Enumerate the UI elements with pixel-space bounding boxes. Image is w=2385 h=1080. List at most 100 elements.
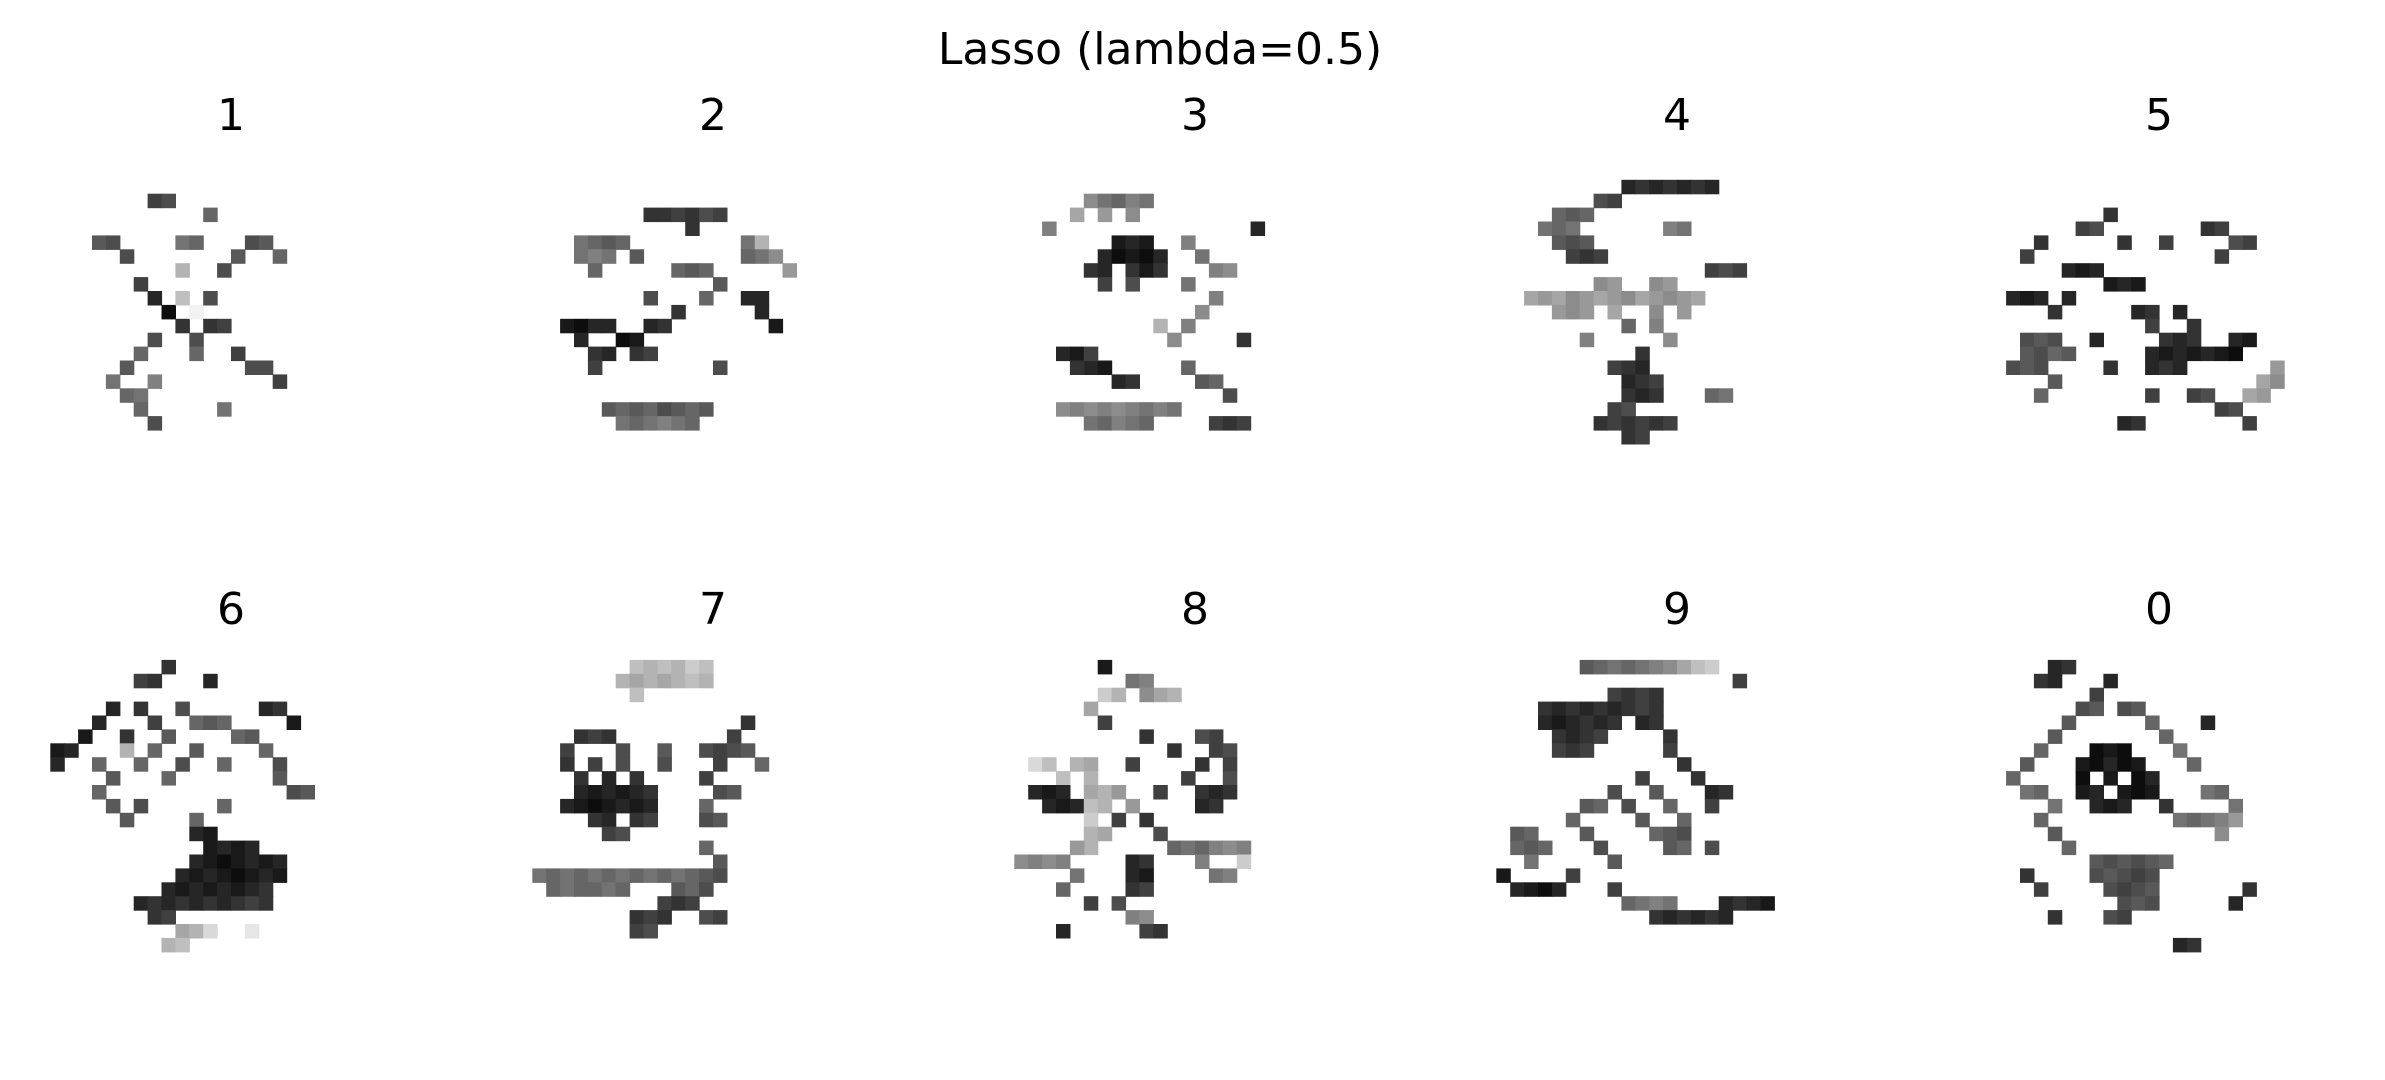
weight-pixel	[2020, 332, 2035, 348]
weight-pixel	[2131, 854, 2146, 869]
weight-pixel	[258, 701, 274, 717]
panel-title: 6	[217, 584, 245, 635]
weight-pixel	[1593, 291, 1609, 306]
weight-pixel	[1663, 729, 1678, 744]
weight-pixel	[1649, 416, 1664, 431]
weight-pixel	[2117, 798, 2132, 814]
weight-pixel	[1663, 332, 1678, 348]
weight-pixel	[1208, 785, 1224, 800]
weight-pixel	[1208, 374, 1224, 389]
weight-pixel	[1677, 910, 1692, 925]
weight-pixel	[1704, 840, 1720, 856]
weight-pixel	[2145, 388, 2160, 403]
weight-pixel	[1607, 701, 1622, 717]
weight-pixel	[1538, 882, 1553, 897]
weight-pixel	[587, 360, 603, 375]
weight-pixel	[1607, 360, 1622, 375]
weight-pixel	[258, 854, 274, 869]
weight-pixel	[2117, 910, 2132, 925]
weight-pixel	[244, 896, 260, 911]
weight-pixel	[2117, 701, 2132, 717]
weight-pixel	[1097, 402, 1113, 417]
weight-pixel	[1565, 715, 1581, 730]
weight-pixel	[1677, 826, 1692, 842]
weight-pixel	[1153, 785, 1168, 800]
weight-pixel	[1097, 715, 1113, 730]
weight-pixel	[1125, 249, 1140, 264]
weight-pixel	[217, 840, 232, 856]
weight-pixel	[147, 896, 163, 911]
weight-pixel	[699, 812, 714, 828]
weight-pixel	[1510, 826, 1525, 842]
weight-pixel	[133, 896, 149, 911]
weight-pixel	[615, 757, 631, 772]
weight-pixel	[587, 798, 603, 814]
weight-pixel	[217, 318, 232, 334]
weight-pixel	[574, 729, 589, 744]
weight-pixel	[1056, 882, 1071, 897]
weight-pixel	[1649, 374, 1664, 389]
weight-pixel	[2089, 687, 2104, 703]
weight-pixel	[2186, 812, 2202, 828]
weight-pixel	[231, 249, 246, 264]
weight-pixel	[615, 798, 631, 814]
weight-pixel	[1607, 785, 1622, 800]
weight-pixel	[2242, 388, 2257, 403]
weight-pixel	[203, 673, 218, 689]
weight-pixel	[1732, 263, 1748, 278]
weight-pixel	[1607, 687, 1622, 703]
weight-pixel	[2145, 854, 2160, 869]
weight-pixel	[1593, 701, 1609, 717]
weight-pixel	[1097, 659, 1113, 675]
weight-pixel	[1593, 729, 1609, 744]
weight-pixel	[1607, 854, 1622, 869]
weight-pixel	[189, 826, 204, 842]
weight-pixel	[133, 701, 149, 717]
weight-pixel	[2131, 882, 2146, 897]
weight-pixel	[1028, 785, 1043, 800]
weight-pixel	[587, 882, 603, 897]
weight-pixel	[1635, 687, 1650, 703]
weight-pixel	[2089, 743, 2104, 758]
weight-pixel	[615, 402, 631, 417]
weight-pixel	[203, 854, 218, 869]
weight-pixel	[2117, 743, 2132, 758]
weight-pixel	[671, 304, 686, 320]
weight-pixel	[1621, 388, 1636, 403]
weight-pixel	[685, 673, 700, 689]
weight-pixel	[1663, 277, 1678, 292]
weight-pixel	[1496, 868, 1511, 883]
weight-pixel	[2061, 346, 2077, 362]
weight-pixel	[1551, 235, 1567, 250]
weight-pixel	[189, 235, 204, 250]
weight-pixel	[615, 673, 631, 689]
weight-pixel	[217, 896, 232, 911]
weight-pixel	[119, 743, 135, 758]
weight-pixel	[2159, 854, 2174, 869]
weight-pixel	[1125, 757, 1140, 772]
weight-pixel	[1663, 291, 1678, 306]
weight-pixel	[1621, 360, 1636, 375]
weight-pixel	[2020, 757, 2035, 772]
weight-pixel	[2103, 207, 2118, 223]
weight-pixel	[1649, 291, 1664, 306]
weight-pixel	[1621, 701, 1636, 717]
weight-pixel	[574, 798, 589, 814]
weight-pixel	[2172, 332, 2188, 348]
weight-pixel	[2103, 743, 2118, 758]
weight-pixel	[1579, 235, 1595, 250]
weight-pixel	[217, 263, 232, 278]
weight-pixel	[2075, 785, 2091, 800]
weight-pixel	[574, 235, 589, 250]
weight-pixel	[1083, 416, 1099, 431]
weight-pixel	[1579, 659, 1595, 675]
weight-pixel	[726, 785, 742, 800]
weight-pixel	[2103, 673, 2118, 689]
weight-pixel	[2033, 291, 2049, 306]
weight-pixel	[754, 304, 770, 320]
weight-pixel	[1565, 868, 1581, 883]
weight-pixel	[217, 402, 232, 417]
weight-pixel	[1551, 715, 1567, 730]
weight-pixel	[2061, 291, 2077, 306]
weight-pixel	[1111, 249, 1127, 264]
